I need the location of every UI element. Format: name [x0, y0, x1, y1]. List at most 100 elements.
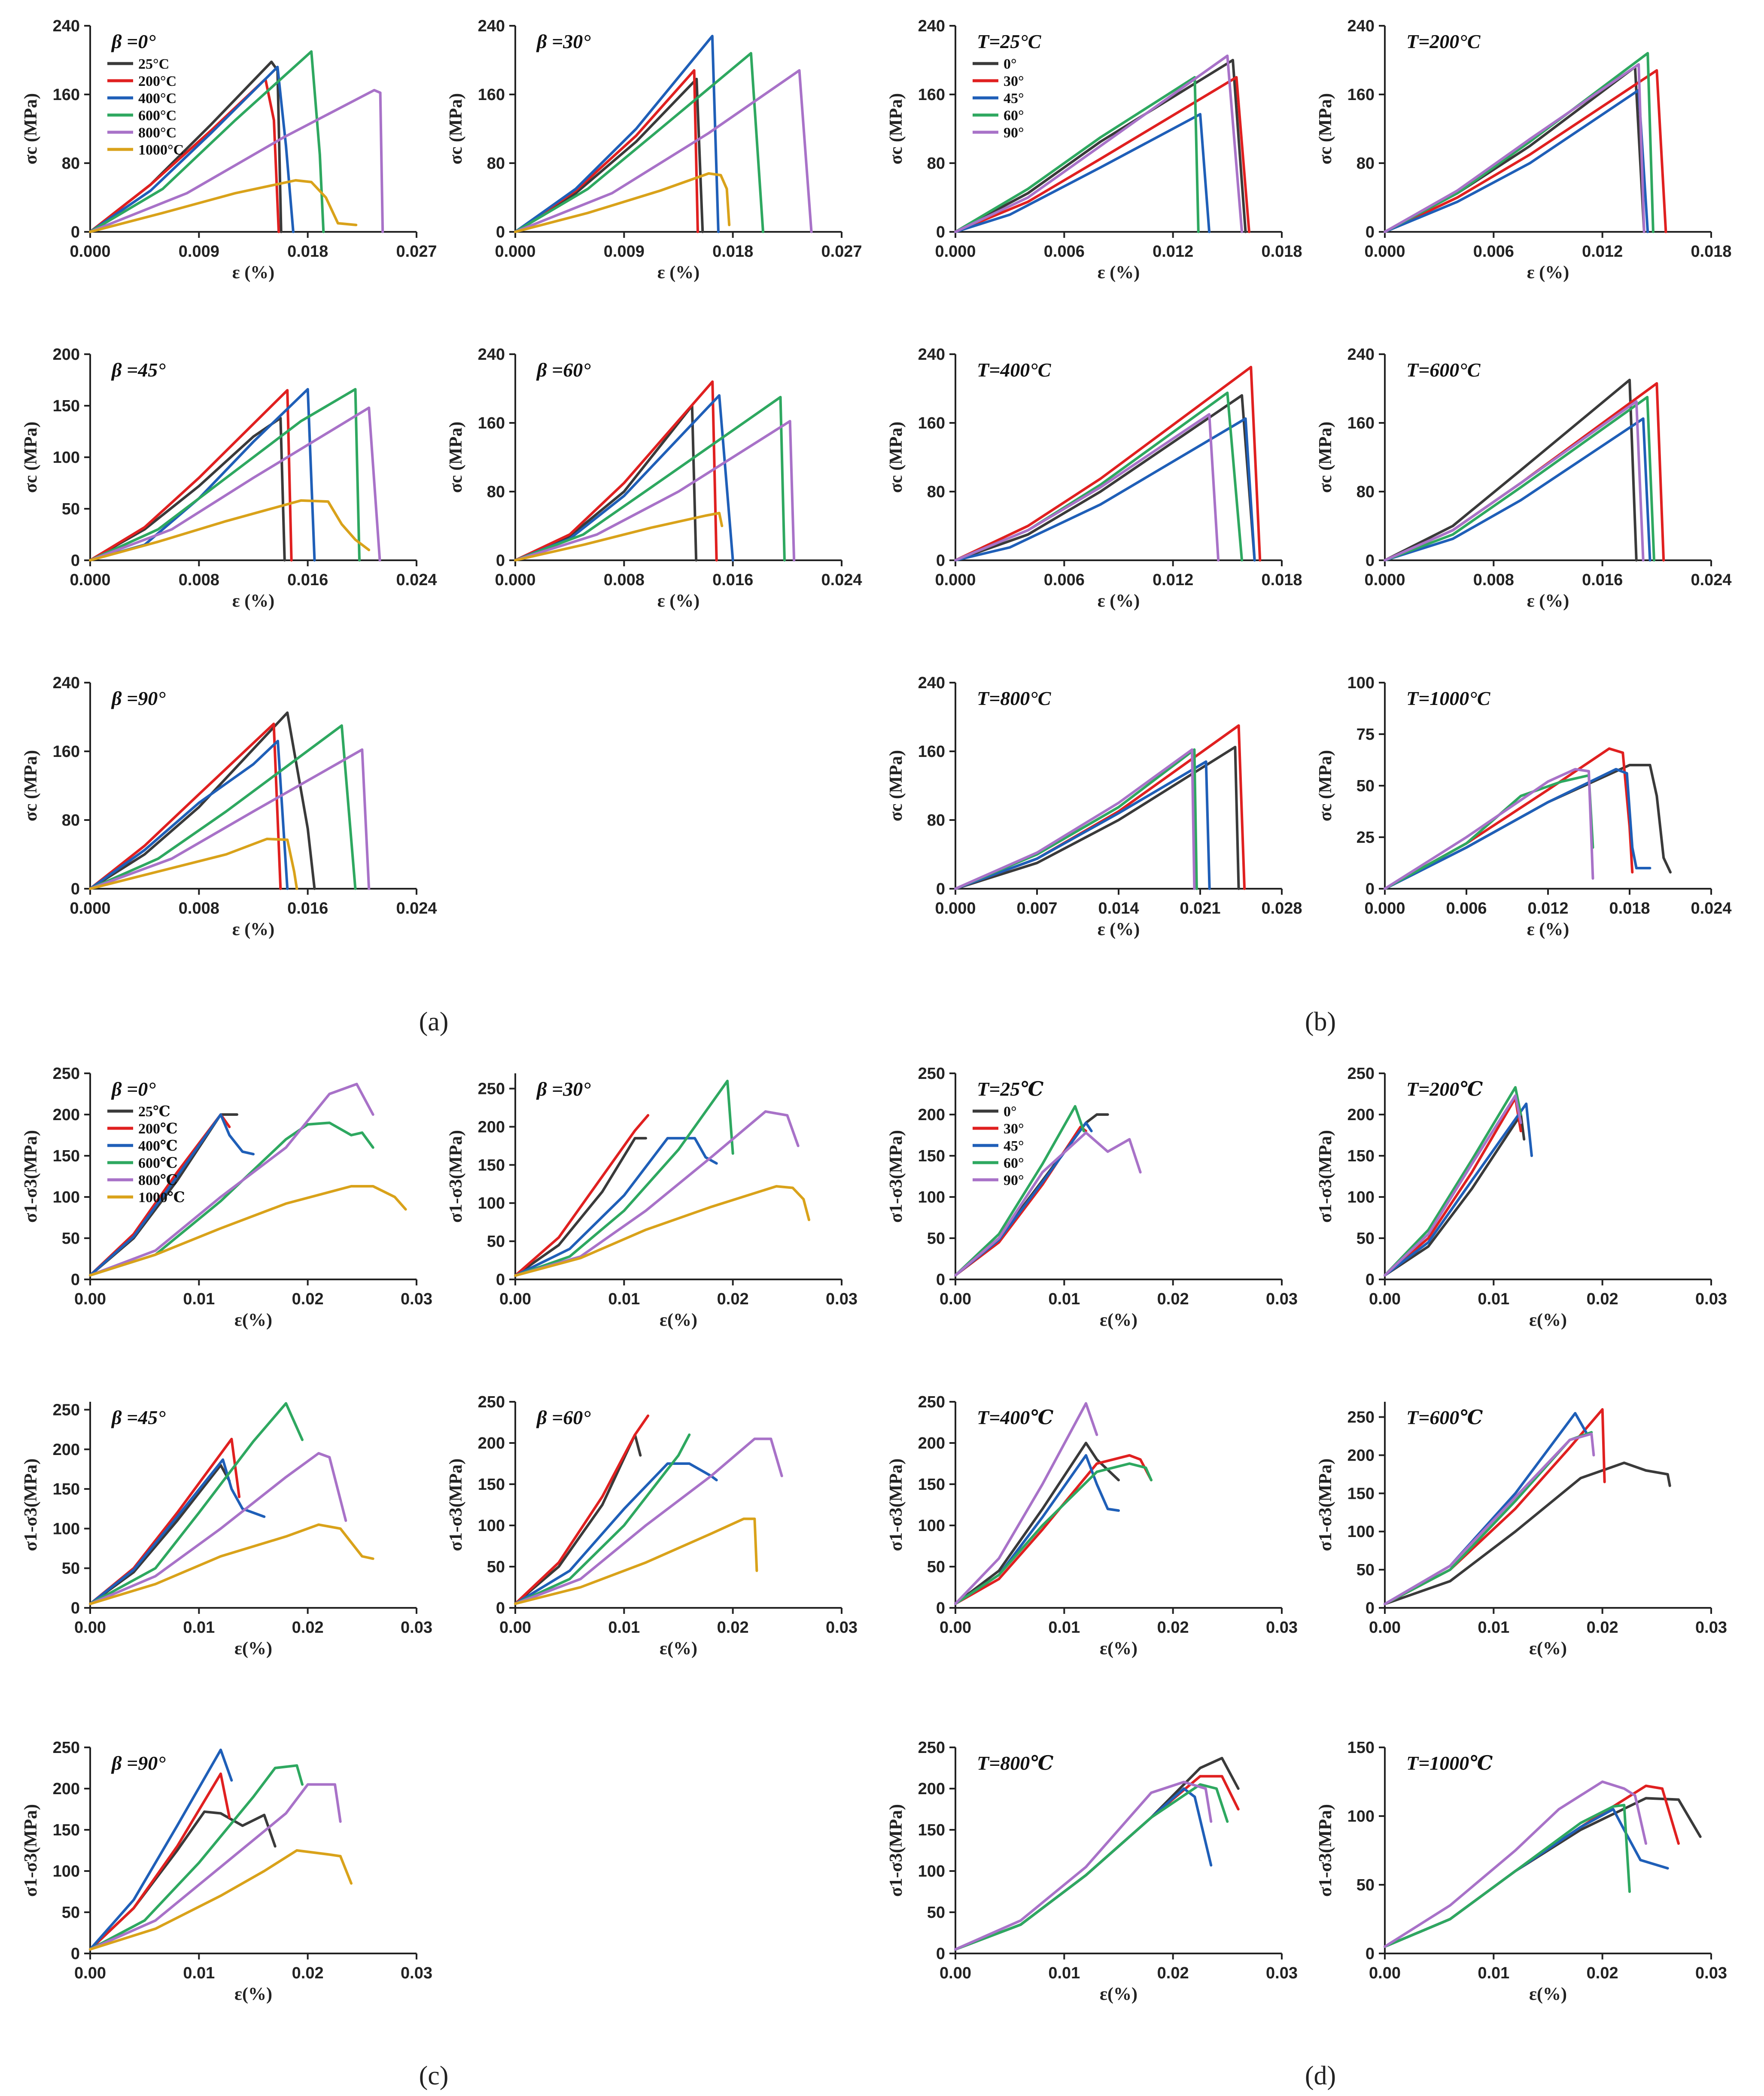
x-axis-label: ε (%): [1527, 263, 1569, 283]
series-line-orange: [89, 1185, 407, 1277]
y-tick-label: 80: [1356, 483, 1375, 501]
legend-label: 60°: [1004, 108, 1024, 124]
x-axis-label: ε (%): [657, 263, 700, 283]
series-line-blue: [89, 66, 295, 233]
chart-title: T=400°C: [977, 359, 1052, 381]
y-tick-label: 200: [478, 1434, 505, 1452]
x-axis-label: ε (%): [232, 920, 274, 939]
series-line-blue: [1384, 1103, 1533, 1277]
y-tick-label: 0: [71, 1599, 80, 1617]
series-line-green: [954, 1462, 1153, 1605]
y-tick-label: 240: [1347, 17, 1375, 35]
x-tick-label: 0.018: [1261, 571, 1302, 589]
series-line-green: [954, 1105, 1085, 1277]
y-tick-label: 0: [1366, 1271, 1375, 1289]
y-tick-label: 100: [53, 449, 80, 467]
chart-c-13: 0.00 0.01 0.02 0.03 0 50 100 150 200 250 ε(%) σ1-σ3…: [21, 1401, 432, 1659]
y-tick-label: 240: [918, 674, 945, 692]
series-line-orange: [514, 172, 731, 233]
panel-label-d: (d): [1305, 2061, 1336, 2090]
series-line-red: [89, 389, 293, 562]
x-axis-label: ε(%): [234, 1984, 272, 2004]
y-tick-label: 100: [918, 1188, 945, 1206]
y-axis-label: σ1-σ3(MPa): [1316, 1804, 1335, 1897]
y-tick-label: 50: [927, 1904, 945, 1922]
legend-label: 60°: [1004, 1155, 1024, 1171]
y-tick-label: 80: [487, 155, 505, 173]
series-line-red: [89, 1772, 231, 1951]
chart-title: T=800°C: [977, 687, 1052, 709]
series-line-orange: [514, 512, 724, 562]
x-tick-label: 0.02: [1157, 1290, 1189, 1308]
y-tick-label: 160: [53, 743, 80, 761]
x-tick-label: 0.01: [1478, 1964, 1509, 1982]
series-line-purple: [954, 1131, 1142, 1277]
x-tick-label: 0.000: [70, 243, 110, 261]
series-line-green: [514, 1433, 691, 1605]
series-line-green: [514, 1079, 734, 1277]
series-line-purple: [514, 1437, 783, 1605]
series-line-orange: [514, 1517, 758, 1605]
y-tick-label: 160: [918, 414, 945, 432]
series-line-green: [1384, 1086, 1522, 1277]
x-tick-label: 0.028: [1261, 899, 1302, 917]
y-tick-label: 100: [918, 1862, 945, 1880]
series-line-purple: [954, 1402, 1098, 1605]
legend-label: 30°: [1004, 73, 1024, 89]
x-tick-label: 0.02: [1587, 1290, 1618, 1308]
x-tick-label: 0.024: [821, 571, 862, 589]
y-tick-label: 200: [478, 1118, 505, 1136]
y-tick-label: 160: [478, 86, 505, 104]
series-line-green: [514, 52, 764, 233]
y-tick-label: 80: [62, 811, 80, 829]
x-tick-label: 0.000: [1364, 243, 1405, 261]
chart-c-15: 0.00 0.01 0.02 0.03 0 50 100 150 200 250 ε(%) σ1-σ3…: [21, 1739, 432, 2004]
y-axis-label: σc (MPa): [446, 93, 466, 164]
x-axis-label: ε (%): [657, 591, 700, 611]
legend-label: 200℃: [138, 1121, 178, 1137]
y-tick-label: 150: [918, 1821, 945, 1839]
series-line-blue: [89, 740, 289, 890]
y-tick-label: 200: [53, 1780, 80, 1798]
chart-title: β =30°: [536, 1078, 591, 1100]
series-line-green: [89, 388, 361, 562]
x-tick-label: 0.03: [401, 1964, 432, 1982]
series-line-green: [514, 396, 786, 562]
series-line-green: [89, 1764, 304, 1951]
y-tick-label: 160: [1347, 86, 1375, 104]
x-axis-label: ε(%): [660, 1639, 697, 1659]
x-tick-label: 0.016: [287, 571, 328, 589]
chart-title: β =45°: [111, 359, 166, 381]
chart-title: β =90°: [111, 687, 166, 709]
y-tick-label: 240: [478, 17, 505, 35]
y-tick-label: 0: [1366, 1945, 1375, 1963]
x-tick-label: 0.03: [1266, 1290, 1298, 1308]
y-tick-label: 200: [1347, 1446, 1375, 1464]
y-tick-label: 250: [53, 1065, 80, 1083]
y-tick-label: 0: [71, 223, 80, 241]
y-tick-label: 150: [53, 1821, 80, 1839]
series-line-blue: [89, 1458, 266, 1605]
x-axis-label: ε(%): [234, 1639, 272, 1659]
x-tick-label: 0.01: [608, 1619, 640, 1637]
x-tick-label: 0.000: [70, 571, 110, 589]
x-tick-label: 0.02: [1587, 1964, 1618, 1982]
legend-label: 800°C: [138, 125, 176, 141]
series-line-orange: [89, 1523, 374, 1605]
x-axis-label: ε(%): [1529, 1310, 1567, 1330]
chart-c-12: 0.00 0.01 0.02 0.03 0 50 100 150 200 250 ε(%) σ1-σ3…: [446, 1073, 858, 1330]
y-tick-label: 50: [62, 1904, 80, 1922]
x-tick-label: 0.000: [935, 899, 976, 917]
series-line-red: [954, 366, 1262, 562]
y-tick-label: 100: [53, 1188, 80, 1206]
legend-label: 400°C: [138, 91, 176, 106]
y-axis-label: σ1-σ3(MPa): [886, 1458, 906, 1551]
chart-a-0: 0.000 0.009 0.018 0.027 0 80 160 240 ε (%) σc (MP…: [21, 17, 437, 283]
y-tick-label: 160: [918, 86, 945, 104]
series-line-blue: [1384, 768, 1651, 890]
x-tick-label: 0.006: [1044, 243, 1085, 261]
x-tick-label: 0.03: [826, 1619, 858, 1637]
y-tick-label: 50: [62, 500, 80, 518]
series-line-red: [514, 1414, 650, 1605]
chart-a-1: 0.000 0.009 0.018 0.027 0 80 160 240 ε (%) σc (MP…: [446, 17, 862, 283]
